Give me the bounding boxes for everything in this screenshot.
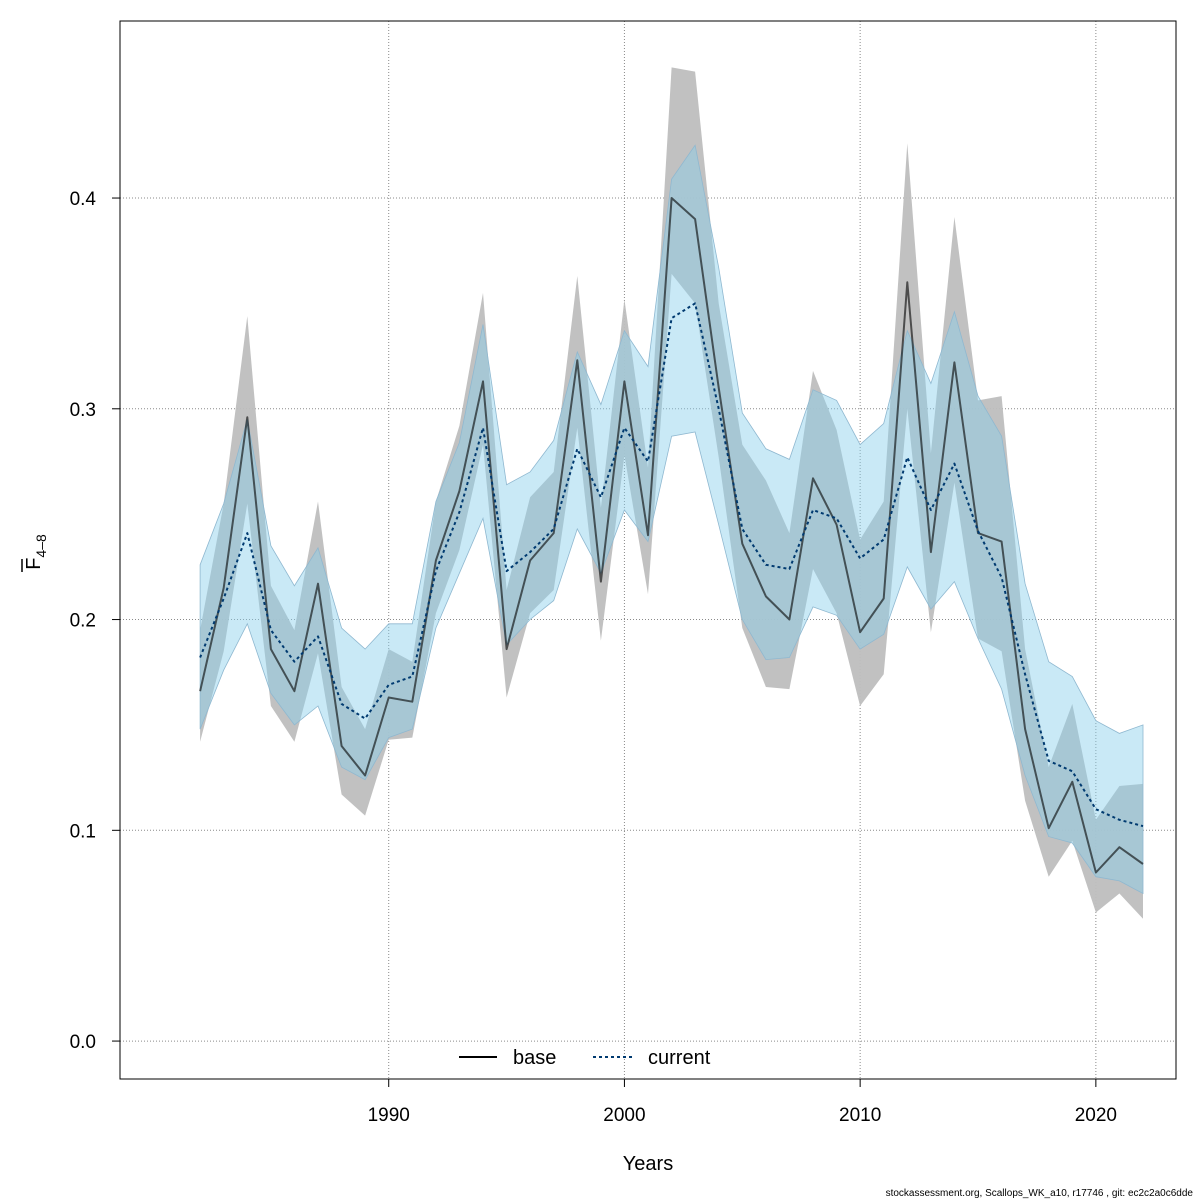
x-axis-title: Years [623,1153,673,1175]
band-base [200,67,1144,919]
axes: 1990 2000 2010 2020 0.0 0.1 0.2 0.3 0.4 [70,189,1117,1126]
y-axis-title-sub: 4–8 [33,534,49,558]
confidence-bands [199,67,1144,919]
line-current [199,302,1144,828]
y-tick-label-2: 0.2 [70,611,96,632]
y-tick-label-1: 0.1 [70,821,96,842]
legend-label-current: current [648,1047,711,1069]
x-tick-label-2000: 2000 [603,1105,645,1126]
plot-frame [119,20,1177,1080]
legend: base current [459,1047,711,1069]
legend-label-base: base [513,1047,556,1069]
svg-text:F4–8: F4–8 [23,534,49,570]
x-tick-label-1990: 1990 [368,1105,410,1126]
y-tick-label-4: 0.4 [70,189,97,210]
footer-text: stockassessment.org, Scallops_WK_a10, r1… [886,1188,1194,1199]
series-lines [199,197,1144,874]
x-tick-label-2010: 2010 [839,1105,881,1126]
x-tick-label-2020: 2020 [1075,1105,1117,1126]
y-axis-title-main: F [23,558,45,570]
line-base [199,197,1144,874]
y-axis-title: F4–8 [21,534,49,572]
y-tick-label-3: 0.3 [70,400,96,421]
band-current [199,144,1144,895]
y-tick-label-0: 0.0 [70,1032,96,1053]
